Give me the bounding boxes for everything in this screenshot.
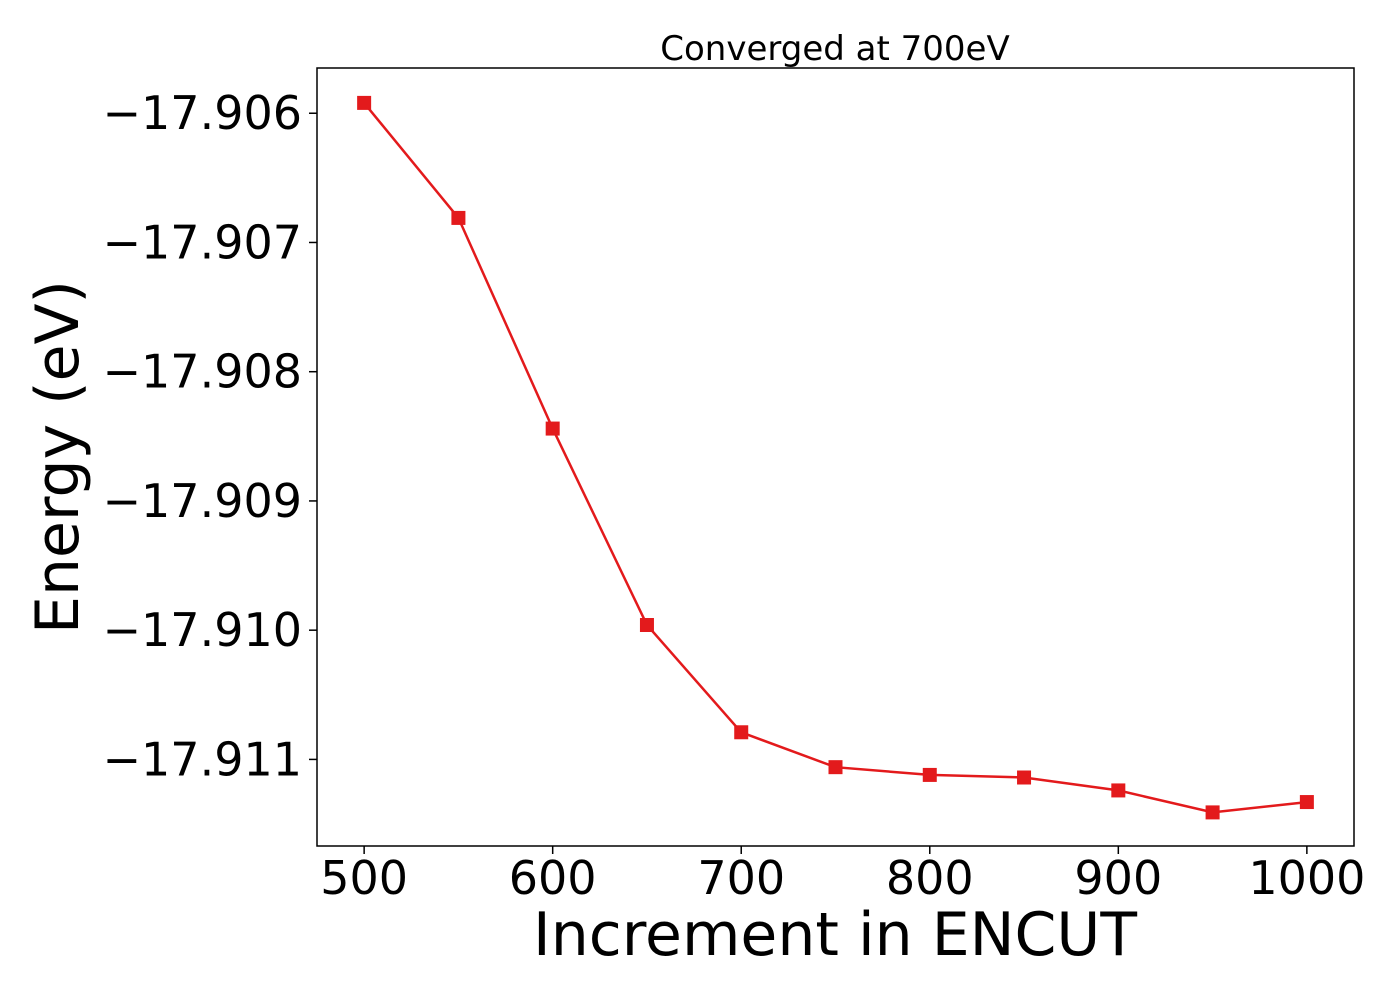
x-tick-label: 500 bbox=[320, 851, 408, 905]
plot-area bbox=[316, 67, 1355, 847]
y-tick-label: −17.907 bbox=[103, 215, 303, 269]
chart-title: Converged at 700eV bbox=[660, 29, 1009, 69]
data-point-marker bbox=[639, 618, 654, 633]
x-axis-label: Increment in ENCUT bbox=[533, 900, 1137, 970]
x-tick-label: 1000 bbox=[1248, 851, 1365, 905]
y-tick-label: −17.909 bbox=[103, 474, 303, 528]
y-axis-label: Energy (eV) bbox=[23, 280, 93, 634]
series-layer bbox=[357, 95, 1314, 820]
y-tick-label: −17.911 bbox=[103, 732, 303, 786]
data-point-marker bbox=[828, 760, 843, 775]
x-tick-label: 700 bbox=[697, 851, 785, 905]
data-point-marker bbox=[1111, 783, 1126, 798]
x-tick-label: 900 bbox=[1074, 851, 1162, 905]
data-point-marker bbox=[545, 421, 560, 436]
y-tick-label: −17.910 bbox=[103, 603, 303, 657]
y-axis-ticks: −17.906 −17.907 −17.908 −17.909 −17.910 −17.9… bbox=[103, 86, 317, 786]
data-point-marker bbox=[357, 95, 372, 110]
y-tick-label: −17.906 bbox=[103, 86, 303, 140]
data-point-marker bbox=[922, 767, 937, 782]
data-point-marker bbox=[1017, 770, 1032, 785]
x-axis-ticks: 500 600 700 800 900 1000 bbox=[320, 846, 1365, 905]
series-line bbox=[363, 102, 1308, 814]
data-point-marker bbox=[1299, 795, 1314, 810]
y-tick-label: −17.908 bbox=[103, 345, 303, 399]
data-point-marker bbox=[734, 725, 749, 740]
x-tick-label: 600 bbox=[509, 851, 597, 905]
data-point-marker bbox=[1205, 805, 1220, 820]
x-tick-label: 800 bbox=[886, 851, 974, 905]
data-point-marker bbox=[451, 210, 466, 225]
